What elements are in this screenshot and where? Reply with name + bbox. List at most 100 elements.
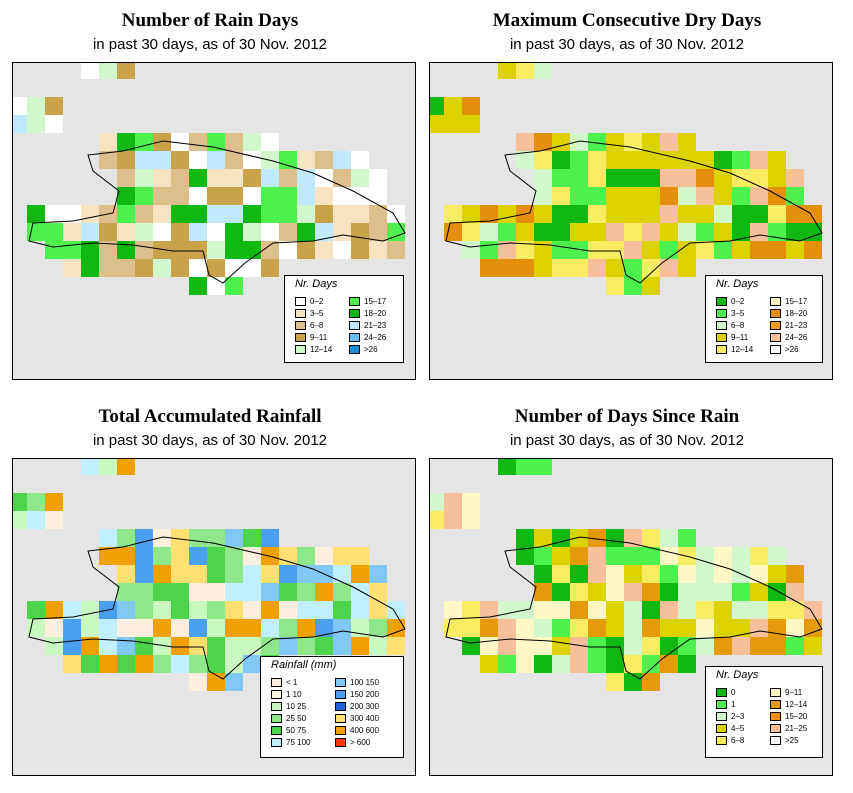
grid-cell (696, 169, 714, 187)
grid-cell (261, 637, 279, 655)
grid-cell (189, 529, 207, 547)
grid-cell (225, 133, 243, 151)
grid-cell (480, 259, 498, 277)
legend-swatch (716, 345, 727, 354)
grid-cell (369, 169, 387, 187)
grid-cell (786, 223, 804, 241)
grid-cell (297, 169, 315, 187)
grid-cell (570, 565, 588, 583)
grid-cell (552, 259, 570, 277)
grid-cell (243, 133, 261, 151)
grid-cell (387, 241, 405, 259)
grid-cell (117, 637, 135, 655)
grid-cell (225, 223, 243, 241)
legend-label: 21–23 (364, 321, 387, 330)
legend-swatch (770, 309, 781, 318)
grid-cell (624, 529, 642, 547)
grid-cell (297, 565, 315, 583)
grid-cell (552, 223, 570, 241)
grid-cell (153, 133, 171, 151)
grid-cell (786, 169, 804, 187)
grid-cell (207, 655, 225, 673)
map-grid (13, 459, 406, 691)
grid-cell (804, 619, 822, 637)
grid-cell (570, 133, 588, 151)
grid-cell (624, 637, 642, 655)
grid-cell (516, 547, 534, 565)
grid-cell (99, 529, 117, 547)
grid-cell (171, 223, 189, 241)
grid-cell (333, 151, 351, 169)
grid-cell (243, 547, 261, 565)
grid-cell (315, 601, 333, 619)
island-outline (445, 536, 823, 680)
grid-cell (606, 655, 624, 673)
grid-cell (117, 205, 135, 223)
grid-cell (444, 115, 462, 133)
grid-cell (117, 583, 135, 601)
grid-cell (678, 565, 696, 583)
legend-swatch (271, 678, 282, 687)
grid-cell (117, 169, 135, 187)
grid-cell (99, 241, 117, 259)
grid-cell (243, 223, 261, 241)
grid-cell (660, 151, 678, 169)
grid-cell (660, 619, 678, 637)
grid-cell (117, 63, 135, 79)
grid-cell (135, 133, 153, 151)
grid-cell (171, 151, 189, 169)
grid-cell (552, 583, 570, 601)
grid-cell (315, 223, 333, 241)
grid-cell (642, 529, 660, 547)
grid-cell (804, 223, 822, 241)
grid-cell (642, 655, 660, 673)
island-outline (28, 140, 406, 284)
grid-cell (606, 241, 624, 259)
grid-cell (117, 529, 135, 547)
grid-cell (27, 115, 45, 133)
grid-cell (189, 637, 207, 655)
grid-cell (351, 151, 369, 169)
grid-cell (480, 205, 498, 223)
grid-cell (696, 565, 714, 583)
grid-cell (498, 459, 516, 475)
grid-cell (660, 205, 678, 223)
grid-cell (117, 133, 135, 151)
grid-cell (207, 673, 225, 691)
grid-cell (369, 601, 387, 619)
legend-swatch (271, 714, 282, 723)
grid-cell (171, 619, 189, 637)
legend-label: 200 300 (350, 702, 379, 711)
grid-cell (516, 133, 534, 151)
legend-swatch (770, 297, 781, 306)
grid-cell (189, 277, 207, 295)
grid-cell (117, 601, 135, 619)
grid-cell (624, 151, 642, 169)
grid-cell (678, 601, 696, 619)
grid-cell (225, 601, 243, 619)
panel-title: Number of Rain Days (121, 10, 299, 31)
grid-cell (444, 601, 462, 619)
map-grid (430, 459, 823, 691)
grid-cell (570, 637, 588, 655)
grid-cell (606, 565, 624, 583)
grid-cell (534, 655, 552, 673)
legend-label: 9–11 (785, 688, 803, 697)
map-grid (430, 63, 823, 295)
grid-cell (768, 565, 786, 583)
grid-cell (315, 205, 333, 223)
legend-swatch (716, 712, 727, 721)
grid-cell (606, 205, 624, 223)
grid-cell (696, 637, 714, 655)
grid-cell (189, 133, 207, 151)
grid-cell (369, 241, 387, 259)
grid-cell (588, 583, 606, 601)
legend-label: 4–5 (731, 724, 745, 733)
grid-cell (189, 259, 207, 277)
legend-label: 21–23 (785, 321, 808, 330)
grid-cell (189, 547, 207, 565)
grid-cell (81, 601, 99, 619)
grid-cell (750, 241, 768, 259)
legend-label: 12–14 (731, 345, 754, 354)
grid-cell (588, 637, 606, 655)
